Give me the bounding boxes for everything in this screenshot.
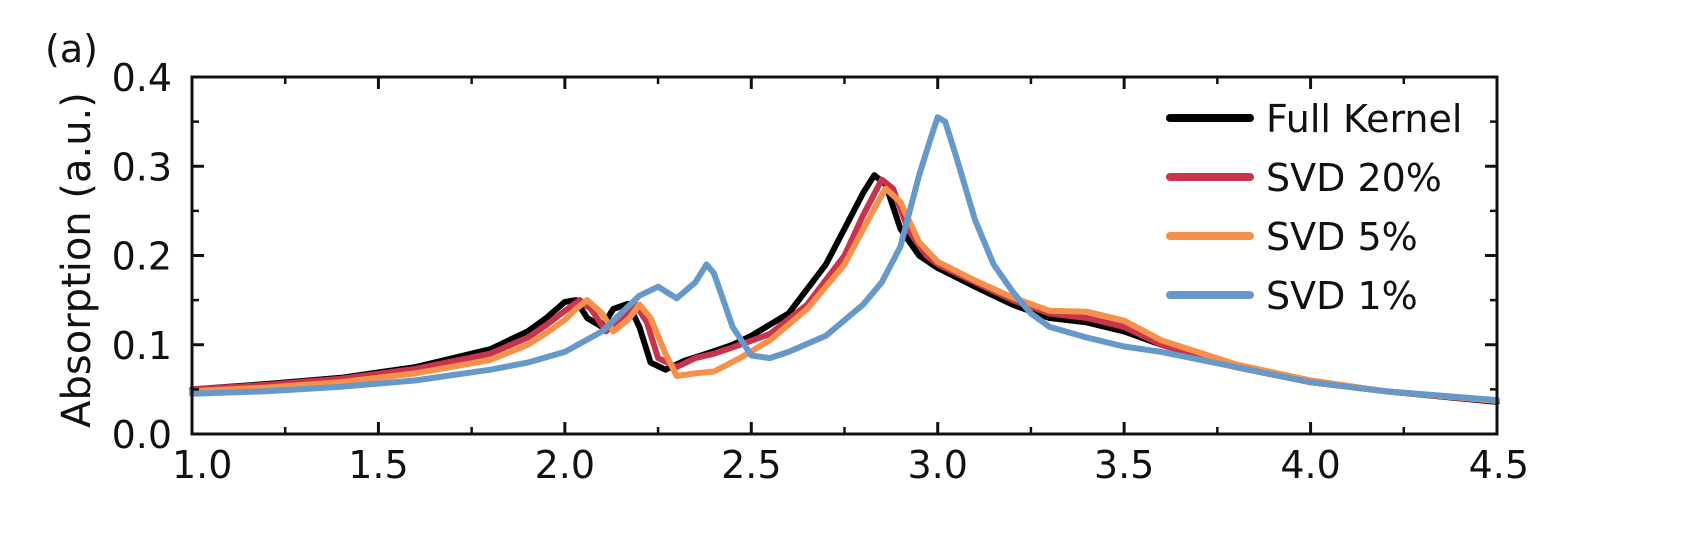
legend-label: SVD 20% xyxy=(1266,156,1442,200)
panel-label: (a) xyxy=(45,27,98,71)
y-tick-label: 0.2 xyxy=(112,235,172,279)
x-tick-label: 1.5 xyxy=(348,443,408,487)
y-tick-label: 0.3 xyxy=(112,145,172,189)
x-tick-label: 4.5 xyxy=(1469,443,1529,487)
series-layer xyxy=(189,114,1500,405)
series-line-0 xyxy=(189,172,1500,405)
y-tick-label: 0.4 xyxy=(112,56,172,100)
series-line-3 xyxy=(189,114,1500,404)
y-tick-label: 0.0 xyxy=(112,413,172,457)
y-axis-title: Absorption (a.u.) xyxy=(54,92,100,428)
legend-label: Full Kernel xyxy=(1266,97,1462,141)
x-tick-label: 3.0 xyxy=(907,443,967,487)
ticks-layer: 1.0 1.5 2.0 2.5 3.0 3.5 4.0 4.5 0.0 0.1 0.2 0.3 0.4 xyxy=(112,56,1529,487)
y-tick-label: 0.1 xyxy=(112,324,172,368)
x-tick-label: 4.0 xyxy=(1280,443,1340,487)
legend: Full Kernel SVD 20% SVD 5% SVD 1% xyxy=(1166,97,1462,318)
legend-label: SVD 5% xyxy=(1266,215,1418,259)
series-line-1 xyxy=(189,176,1500,404)
legend-label: SVD 1% xyxy=(1266,274,1418,318)
x-tick-label: 1.0 xyxy=(172,443,232,487)
x-tick-label: 2.5 xyxy=(721,443,781,487)
series-line-2 xyxy=(189,185,1500,404)
x-tick-label: 3.5 xyxy=(1094,443,1154,487)
x-tick-label: 2.0 xyxy=(535,443,595,487)
